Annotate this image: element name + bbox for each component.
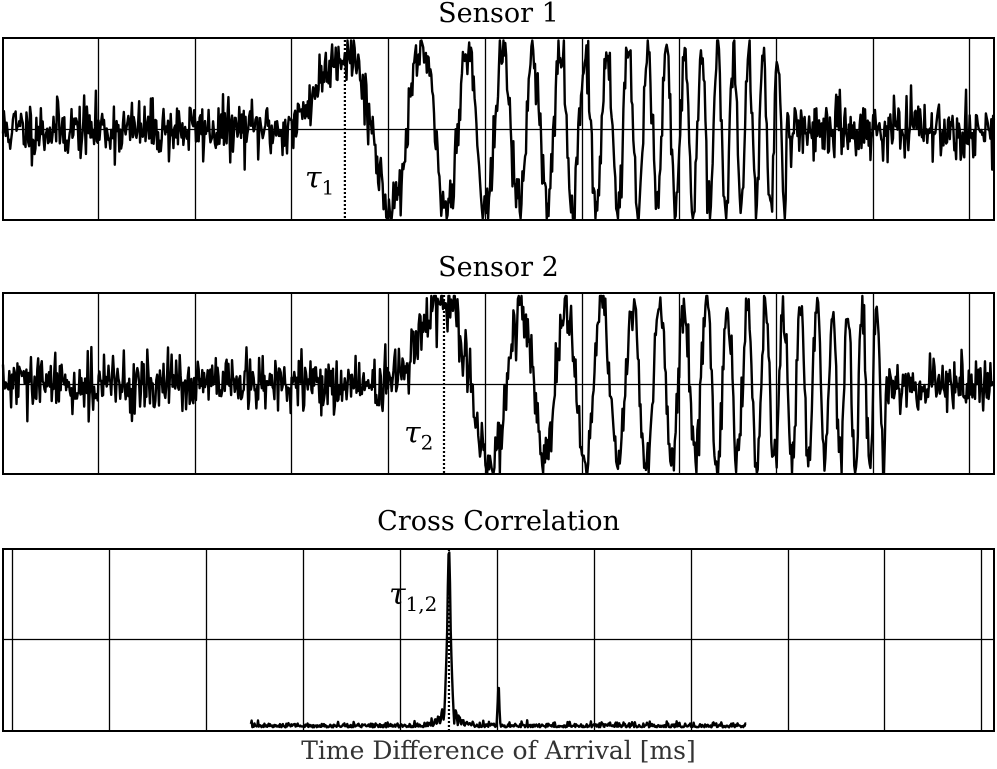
series-line — [1, 294, 996, 475]
tau-symbol: τ — [404, 416, 421, 451]
series-line — [249, 551, 747, 729]
tau-subscript: 1,2 — [406, 592, 438, 616]
tau-symbol: τ — [305, 161, 322, 196]
tau-annotation: τ1,2 — [389, 577, 437, 616]
axes-box — [2, 548, 995, 732]
series-line — [1, 39, 996, 220]
sensor-2-title: Sensor 2 — [438, 252, 559, 283]
cross-correlation-title: Cross Correlation — [377, 506, 620, 537]
x-axis-label: Time Difference of Arrival [ms] — [301, 736, 696, 765]
panel-3: τ1,2 — [2, 548, 995, 732]
tau-symbol: τ — [389, 577, 406, 612]
sensor-1-title: Sensor 1 — [438, 0, 559, 29]
tau-subscript: 2 — [421, 431, 434, 455]
panel-1: τ1 — [1, 37, 996, 221]
tau-subscript: 1 — [322, 176, 335, 200]
tau-annotation: τ2 — [404, 416, 433, 455]
panel-2: τ2 — [1, 292, 996, 475]
tau-annotation: τ1 — [305, 161, 334, 200]
